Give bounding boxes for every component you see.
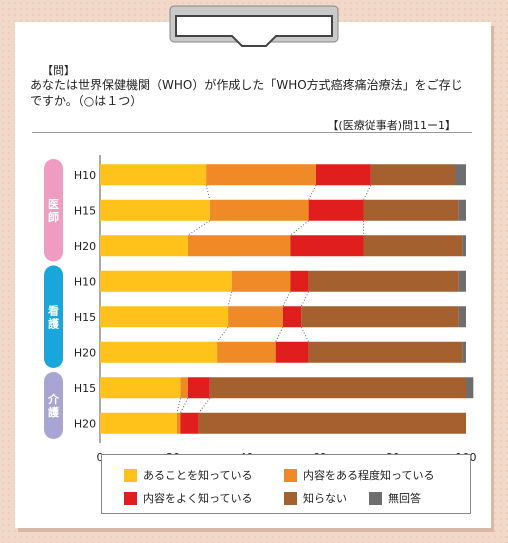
connector-line	[300, 291, 310, 307]
connector-line	[205, 185, 211, 200]
legend-swatch	[369, 491, 382, 505]
legend-label: 無回答	[388, 492, 421, 505]
connector-line	[308, 185, 317, 200]
bar-segment-dont_know	[308, 341, 463, 363]
bar-segment-know_some	[231, 270, 291, 292]
legend-swatch	[284, 468, 297, 482]
group-label: 護	[48, 405, 60, 419]
category-label: H15	[74, 311, 96, 324]
group-label: 師	[48, 210, 59, 224]
divider	[32, 132, 472, 133]
bar-segment-dont_know	[209, 377, 467, 399]
bar-segment-dont_know	[370, 164, 456, 186]
connector-line	[176, 398, 182, 413]
connector-line	[187, 220, 211, 236]
bar-segment-know_some	[209, 199, 309, 221]
bar-segment-know_some	[187, 235, 291, 257]
legend-item-know-exists: あることを知っている	[124, 467, 252, 483]
legend-label: 内容をある程度知っている	[303, 469, 435, 482]
bar-segment-know_exists	[100, 270, 232, 292]
bar-segment-know_exists	[100, 164, 207, 186]
connector-line	[290, 220, 309, 236]
legend-swatch	[124, 491, 137, 505]
bar-segment-know_exists	[100, 412, 177, 434]
bar-segment-dont_know	[301, 306, 459, 328]
group-pill	[44, 159, 63, 262]
category-label: H15	[74, 204, 96, 217]
group-label: 看	[48, 303, 59, 317]
bar-segment-know_well	[275, 341, 309, 363]
bar-segment-no_answer	[458, 199, 466, 221]
bar-segment-know_exists	[100, 341, 218, 363]
group-pill	[44, 265, 63, 368]
category-label: H10	[74, 169, 96, 182]
connector-line	[275, 327, 284, 342]
bar-segment-know_well	[308, 199, 364, 221]
bar-segment-dont_know	[363, 199, 459, 221]
legend-label: 知らない	[303, 492, 347, 505]
bar-segment-know_well	[290, 235, 364, 257]
group-pill	[44, 372, 63, 439]
bar-segment-no_answer	[466, 377, 474, 399]
legend-item-no-answer: 無回答	[369, 490, 421, 506]
legend-label: 内容をよく知っている	[143, 492, 253, 505]
bar-segment-know_some	[228, 306, 283, 328]
chart-legend: あることを知っている 内容をある程度知っている 内容をよく知っている 知らない …	[101, 454, 471, 514]
bar-segment-know_some	[176, 412, 181, 434]
category-label: H10	[74, 275, 96, 288]
bar-segment-know_exists	[100, 306, 229, 328]
bar-segment-know_exists	[100, 199, 210, 221]
legend-swatch	[284, 491, 297, 505]
bar-segment-no_answer	[462, 235, 466, 257]
legend-item-know-some: 内容をある程度知っている	[284, 467, 434, 483]
bar-segment-know_well	[315, 164, 371, 186]
category-label: H20	[74, 346, 96, 359]
connector-line	[363, 185, 372, 200]
bar-segment-know_well	[283, 306, 302, 328]
question-label: 【問】	[42, 64, 75, 77]
bar-segment-know_some	[217, 341, 276, 363]
bar-segment-no_answer	[458, 270, 466, 292]
bar-segment-know_well	[290, 270, 309, 292]
bar-segment-dont_know	[363, 235, 463, 257]
bar-segment-dont_know	[198, 412, 466, 434]
group-label: 医	[48, 198, 59, 211]
bar-segment-know_exists	[100, 235, 188, 257]
category-label: H15	[74, 382, 96, 395]
bar-segment-no_answer	[455, 164, 466, 186]
group-label: 介	[47, 392, 60, 406]
category-label: H20	[74, 240, 96, 253]
connector-line	[180, 398, 189, 413]
question-text: あなたは世界保健機関（WHO）が作成した「WHO方式癌疼痛治療法」をご存じですか…	[30, 78, 463, 108]
legend-label: あることを知っている	[143, 469, 253, 482]
bar-segment-know_exists	[100, 377, 181, 399]
legend-item-dont-know: 知らない	[284, 490, 347, 506]
legend-swatch	[124, 468, 137, 482]
bar-segment-know_well	[187, 377, 210, 399]
bar-segment-dont_know	[308, 270, 459, 292]
connector-line	[216, 326, 229, 343]
clipboard-clip	[169, 5, 339, 47]
connector-line	[198, 397, 211, 414]
group-label: 護	[48, 316, 60, 330]
bar-segment-no_answer	[458, 306, 466, 328]
connector-line	[282, 291, 291, 307]
connector-line	[300, 327, 310, 342]
category-label: H20	[74, 417, 96, 430]
bar-segment-know_some	[180, 377, 188, 399]
bar-segment-know_well	[180, 412, 199, 434]
source-note: 【(医療従事者)問11ー1】	[327, 119, 456, 132]
connector-line	[227, 291, 233, 307]
bar-segment-know_some	[206, 164, 316, 186]
legend-item-know-well: 内容をよく知っている	[124, 490, 252, 506]
x-tick-label: 0	[97, 451, 104, 464]
bar-segment-no_answer	[462, 341, 466, 363]
